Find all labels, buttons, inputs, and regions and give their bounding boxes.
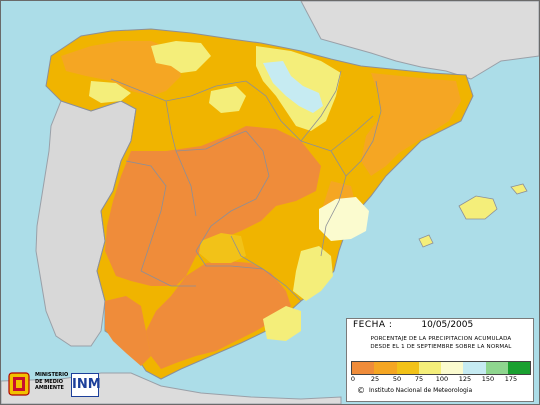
credit-text: Instituto Nacional de Meteorologia	[369, 387, 473, 394]
legend-title-line1: PORCENTAJE DE LA PRECIPITACION ACUMULADA	[370, 336, 512, 342]
zone-yellow-coast-west	[89, 81, 131, 103]
inm-logo: INM	[71, 373, 101, 397]
zone-orange-sw	[105, 296, 151, 366]
zone-yellow-valencia	[319, 197, 369, 241]
mallorca-island	[458, 195, 498, 220]
date-row: FECHA : 10/05/2005	[353, 320, 473, 330]
menorca-island	[510, 183, 528, 195]
color-scale	[351, 361, 531, 375]
zone-orange-north	[61, 41, 181, 96]
scale-tick: 125	[458, 375, 472, 383]
scale-tick: 0	[350, 375, 356, 383]
scale-segment	[441, 362, 464, 374]
zone-orange-south	[146, 261, 291, 369]
zone-yellow-north	[151, 41, 211, 73]
scale-segment	[463, 362, 486, 374]
zone-light-blue-ebro	[263, 61, 323, 113]
zone-yellow-centre	[209, 86, 246, 113]
zone-yellow-murcia	[293, 246, 333, 301]
scale-ticks: 0 25 50 75 100 125 150 175	[347, 375, 533, 385]
map-legend: FECHA : 10/05/2005 PORCENTAJE DE LA PREC…	[346, 318, 534, 402]
scale-segment	[374, 362, 397, 374]
scale-tick: 25	[370, 375, 380, 383]
scale-segment	[396, 362, 419, 374]
france-area	[300, 1, 539, 80]
scale-segment	[485, 362, 508, 374]
scale-tick: 100	[435, 375, 449, 383]
legend-title: PORCENTAJE DE LA PRECIPITACION ACUMULADA…	[351, 335, 531, 351]
scale-segment	[418, 362, 441, 374]
legend-title-line2: DESDE EL 1 DE SEPTIEMBRE SOBRE LA NORMAL	[370, 344, 512, 350]
scale-tick: 75	[414, 375, 424, 383]
ministry-text: MINISTERIO DE MEDIO AMBIENTE	[35, 372, 69, 391]
date-label: FECHA :	[353, 320, 393, 330]
scale-segment	[507, 362, 530, 374]
region-borders	[110, 70, 382, 302]
zone-mid-yellow	[199, 233, 246, 263]
zone-orange-ne	[361, 73, 461, 176]
copyright-icon: ©	[357, 386, 365, 395]
scale-tick: 175	[504, 375, 518, 383]
zone-yellow-andalucia	[263, 306, 301, 341]
coat-of-arms-icon	[8, 372, 30, 396]
ibiza-island	[418, 234, 434, 248]
scale-tick: 150	[481, 375, 495, 383]
logo-block: MINISTERIO DE MEDIO AMBIENTE INM	[5, 369, 105, 399]
scale-segment	[352, 362, 375, 374]
scale-tick: 50	[392, 375, 402, 383]
date-value: 10/05/2005	[421, 320, 474, 330]
